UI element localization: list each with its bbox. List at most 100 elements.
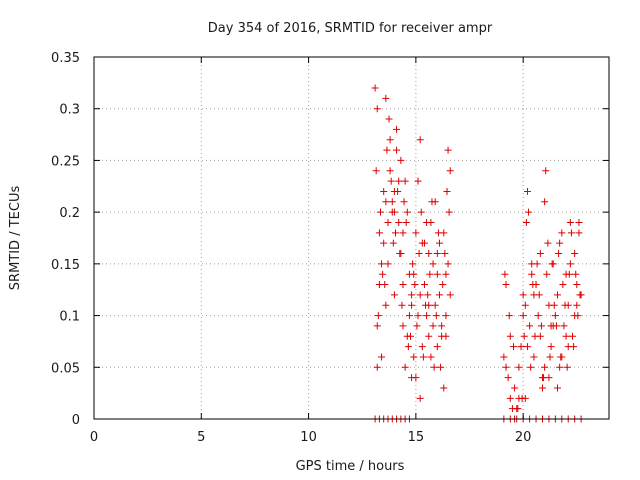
data-point — [378, 260, 386, 268]
data-point — [575, 229, 583, 237]
data-point — [410, 353, 418, 361]
data-point — [373, 363, 381, 371]
data-point — [563, 363, 571, 371]
data-point — [385, 115, 393, 123]
x-tick-label: 0 — [90, 430, 98, 445]
data-point — [389, 239, 397, 247]
data-point — [386, 136, 394, 144]
data-point — [430, 363, 438, 371]
data-point — [511, 384, 519, 392]
data-point — [384, 260, 392, 268]
data-point — [538, 374, 546, 382]
data-point — [378, 353, 386, 361]
data-point — [534, 312, 542, 320]
data-point — [412, 229, 420, 237]
data-point — [521, 394, 529, 402]
data-point — [501, 270, 509, 278]
data-point — [558, 229, 566, 237]
y-tick-label: 0.1 — [59, 310, 80, 325]
data-point — [424, 291, 432, 299]
data-point — [396, 250, 404, 258]
data-point — [429, 260, 437, 268]
data-point — [393, 125, 401, 133]
data-point — [523, 343, 531, 351]
data-point — [522, 218, 530, 226]
data-point — [431, 301, 439, 309]
x-tick-label: 20 — [515, 430, 532, 445]
data-point — [440, 384, 448, 392]
data-point — [415, 250, 423, 258]
data-point — [414, 177, 422, 185]
data-point — [419, 353, 427, 361]
data-point — [442, 270, 450, 278]
data-point — [551, 312, 559, 320]
data-point — [425, 250, 433, 258]
x-axis-label: GPS time / hours — [296, 459, 405, 474]
data-point — [521, 301, 529, 309]
data-point — [408, 374, 416, 382]
data-point — [520, 332, 528, 340]
data-point — [546, 353, 554, 361]
data-point — [504, 374, 512, 382]
data-point — [557, 353, 565, 361]
data-point — [433, 270, 441, 278]
data-point — [380, 187, 388, 195]
data-point — [416, 291, 424, 299]
x-tick-label: 10 — [300, 430, 317, 445]
data-point — [437, 363, 445, 371]
data-point — [374, 312, 382, 320]
data-point — [410, 270, 418, 278]
data-point — [519, 312, 527, 320]
data-point — [438, 322, 446, 330]
data-point — [400, 198, 408, 206]
data-point — [420, 281, 428, 289]
y-tick-label: 0.25 — [51, 154, 80, 169]
data-point — [414, 312, 422, 320]
data-point — [519, 291, 527, 299]
data-points — [371, 84, 585, 423]
data-point — [532, 281, 540, 289]
data-point — [502, 363, 510, 371]
data-point — [435, 291, 443, 299]
data-point — [388, 198, 396, 206]
data-point — [418, 343, 426, 351]
data-point — [442, 332, 450, 340]
data-point — [403, 332, 411, 340]
data-point — [536, 250, 544, 258]
data-point — [550, 301, 558, 309]
data-point — [528, 270, 536, 278]
data-point — [530, 353, 538, 361]
data-point — [562, 332, 570, 340]
data-point — [380, 239, 388, 247]
data-point — [515, 363, 523, 371]
data-point — [571, 250, 579, 258]
data-point — [575, 218, 583, 226]
data-point — [554, 291, 561, 299]
data-point — [403, 208, 411, 216]
data-point — [547, 322, 555, 330]
y-tick-label: 0.15 — [51, 258, 80, 273]
data-point — [417, 208, 425, 216]
data-point — [439, 281, 447, 289]
data-point — [541, 363, 549, 371]
data-point — [425, 332, 433, 340]
data-point — [565, 270, 573, 278]
data-point — [382, 301, 390, 309]
data-point — [560, 322, 568, 330]
data-point — [375, 281, 383, 289]
data-point — [379, 270, 387, 278]
data-point — [502, 281, 510, 289]
data-point — [409, 260, 417, 268]
data-point — [420, 239, 428, 247]
data-point — [525, 208, 533, 216]
data-point — [541, 198, 549, 206]
data-point — [416, 394, 424, 402]
data-point — [505, 312, 513, 320]
data-point — [383, 146, 391, 154]
data-point — [544, 239, 552, 247]
data-point — [526, 322, 534, 330]
data-point — [576, 291, 584, 299]
data-point — [561, 301, 569, 309]
data-point — [564, 343, 572, 351]
data-point — [559, 281, 567, 289]
